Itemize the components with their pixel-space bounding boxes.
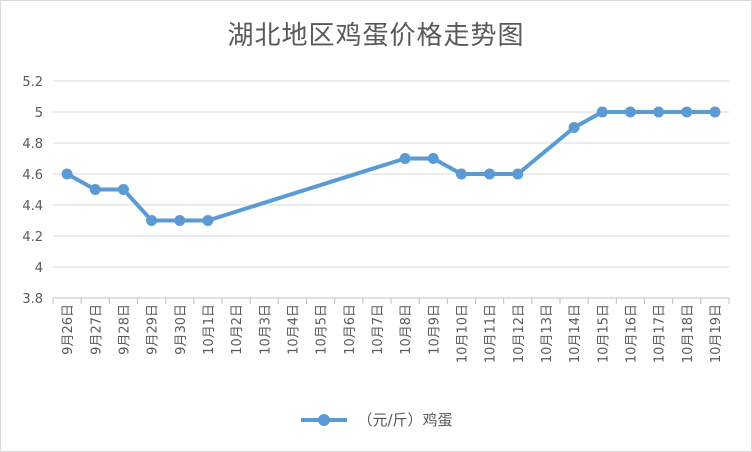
y-tick-label: 4	[35, 261, 43, 276]
y-tick-label: 3.8	[22, 292, 43, 307]
data-point	[455, 168, 467, 180]
x-tick-label: 10月3日	[258, 304, 273, 355]
data-point	[596, 106, 608, 118]
x-tick-label: 10月18日	[681, 304, 696, 363]
x-tick-label: 10月1日	[202, 304, 217, 355]
x-tick-label: 10月13日	[540, 304, 555, 363]
data-point	[146, 215, 158, 226]
x-tick-label: 10月19日	[709, 304, 724, 363]
data-point	[202, 215, 214, 226]
legend-label: （元/斤）鸡蛋	[357, 411, 453, 429]
x-tick-label: 10月5日	[315, 304, 330, 355]
data-point	[89, 184, 101, 195]
y-tick-label: 5.2	[22, 75, 43, 90]
chart-title: 湖北地区鸡蛋价格走势图	[227, 21, 525, 51]
x-tick-label: 10月11日	[484, 304, 499, 363]
x-tick-label: 10月8日	[399, 304, 414, 355]
y-tick-label: 4.6	[22, 168, 43, 183]
data-point	[427, 153, 439, 164]
x-tick-label: 10月4日	[286, 304, 301, 355]
legend: （元/斤）鸡蛋	[1, 409, 751, 430]
y-tick-label: 4.2	[22, 230, 43, 245]
y-tick-label: 4.8	[22, 137, 43, 152]
data-point	[653, 106, 665, 118]
x-tick-label: 9月30日	[174, 304, 189, 355]
x-tick-label: 10月14日	[568, 304, 583, 363]
data-point	[512, 168, 524, 180]
series-line	[65, 110, 717, 223]
data-point	[117, 184, 129, 195]
x-tick-label: 10月15日	[596, 304, 611, 363]
data-point	[61, 168, 73, 180]
x-tick-label: 9月27日	[89, 304, 104, 355]
x-tick-label: 10月16日	[624, 304, 639, 363]
legend-marker-icon	[301, 413, 348, 426]
x-tick-label: 10月7日	[371, 304, 386, 355]
data-point	[568, 122, 580, 133]
data-point	[624, 106, 636, 118]
x-tick-label: 9月26日	[61, 304, 76, 355]
x-tick-label: 10月9日	[427, 304, 442, 355]
x-tick-label: 10月17日	[653, 304, 668, 363]
y-tick-label: 4.4	[22, 199, 43, 214]
data-point	[399, 153, 411, 164]
data-point	[484, 168, 496, 180]
x-tick-label: 10月2日	[230, 304, 245, 355]
x-tick-label: 10月12日	[512, 304, 527, 363]
x-tick-label: 10月10日	[455, 304, 470, 363]
x-tick-label: 10月6日	[343, 304, 358, 355]
data-point	[681, 106, 693, 118]
y-tick-label: 5	[35, 106, 43, 121]
data-point	[174, 215, 186, 226]
data-point	[709, 106, 721, 118]
x-tick-label: 9月28日	[117, 304, 132, 355]
x-tick-label: 9月29日	[146, 304, 161, 355]
